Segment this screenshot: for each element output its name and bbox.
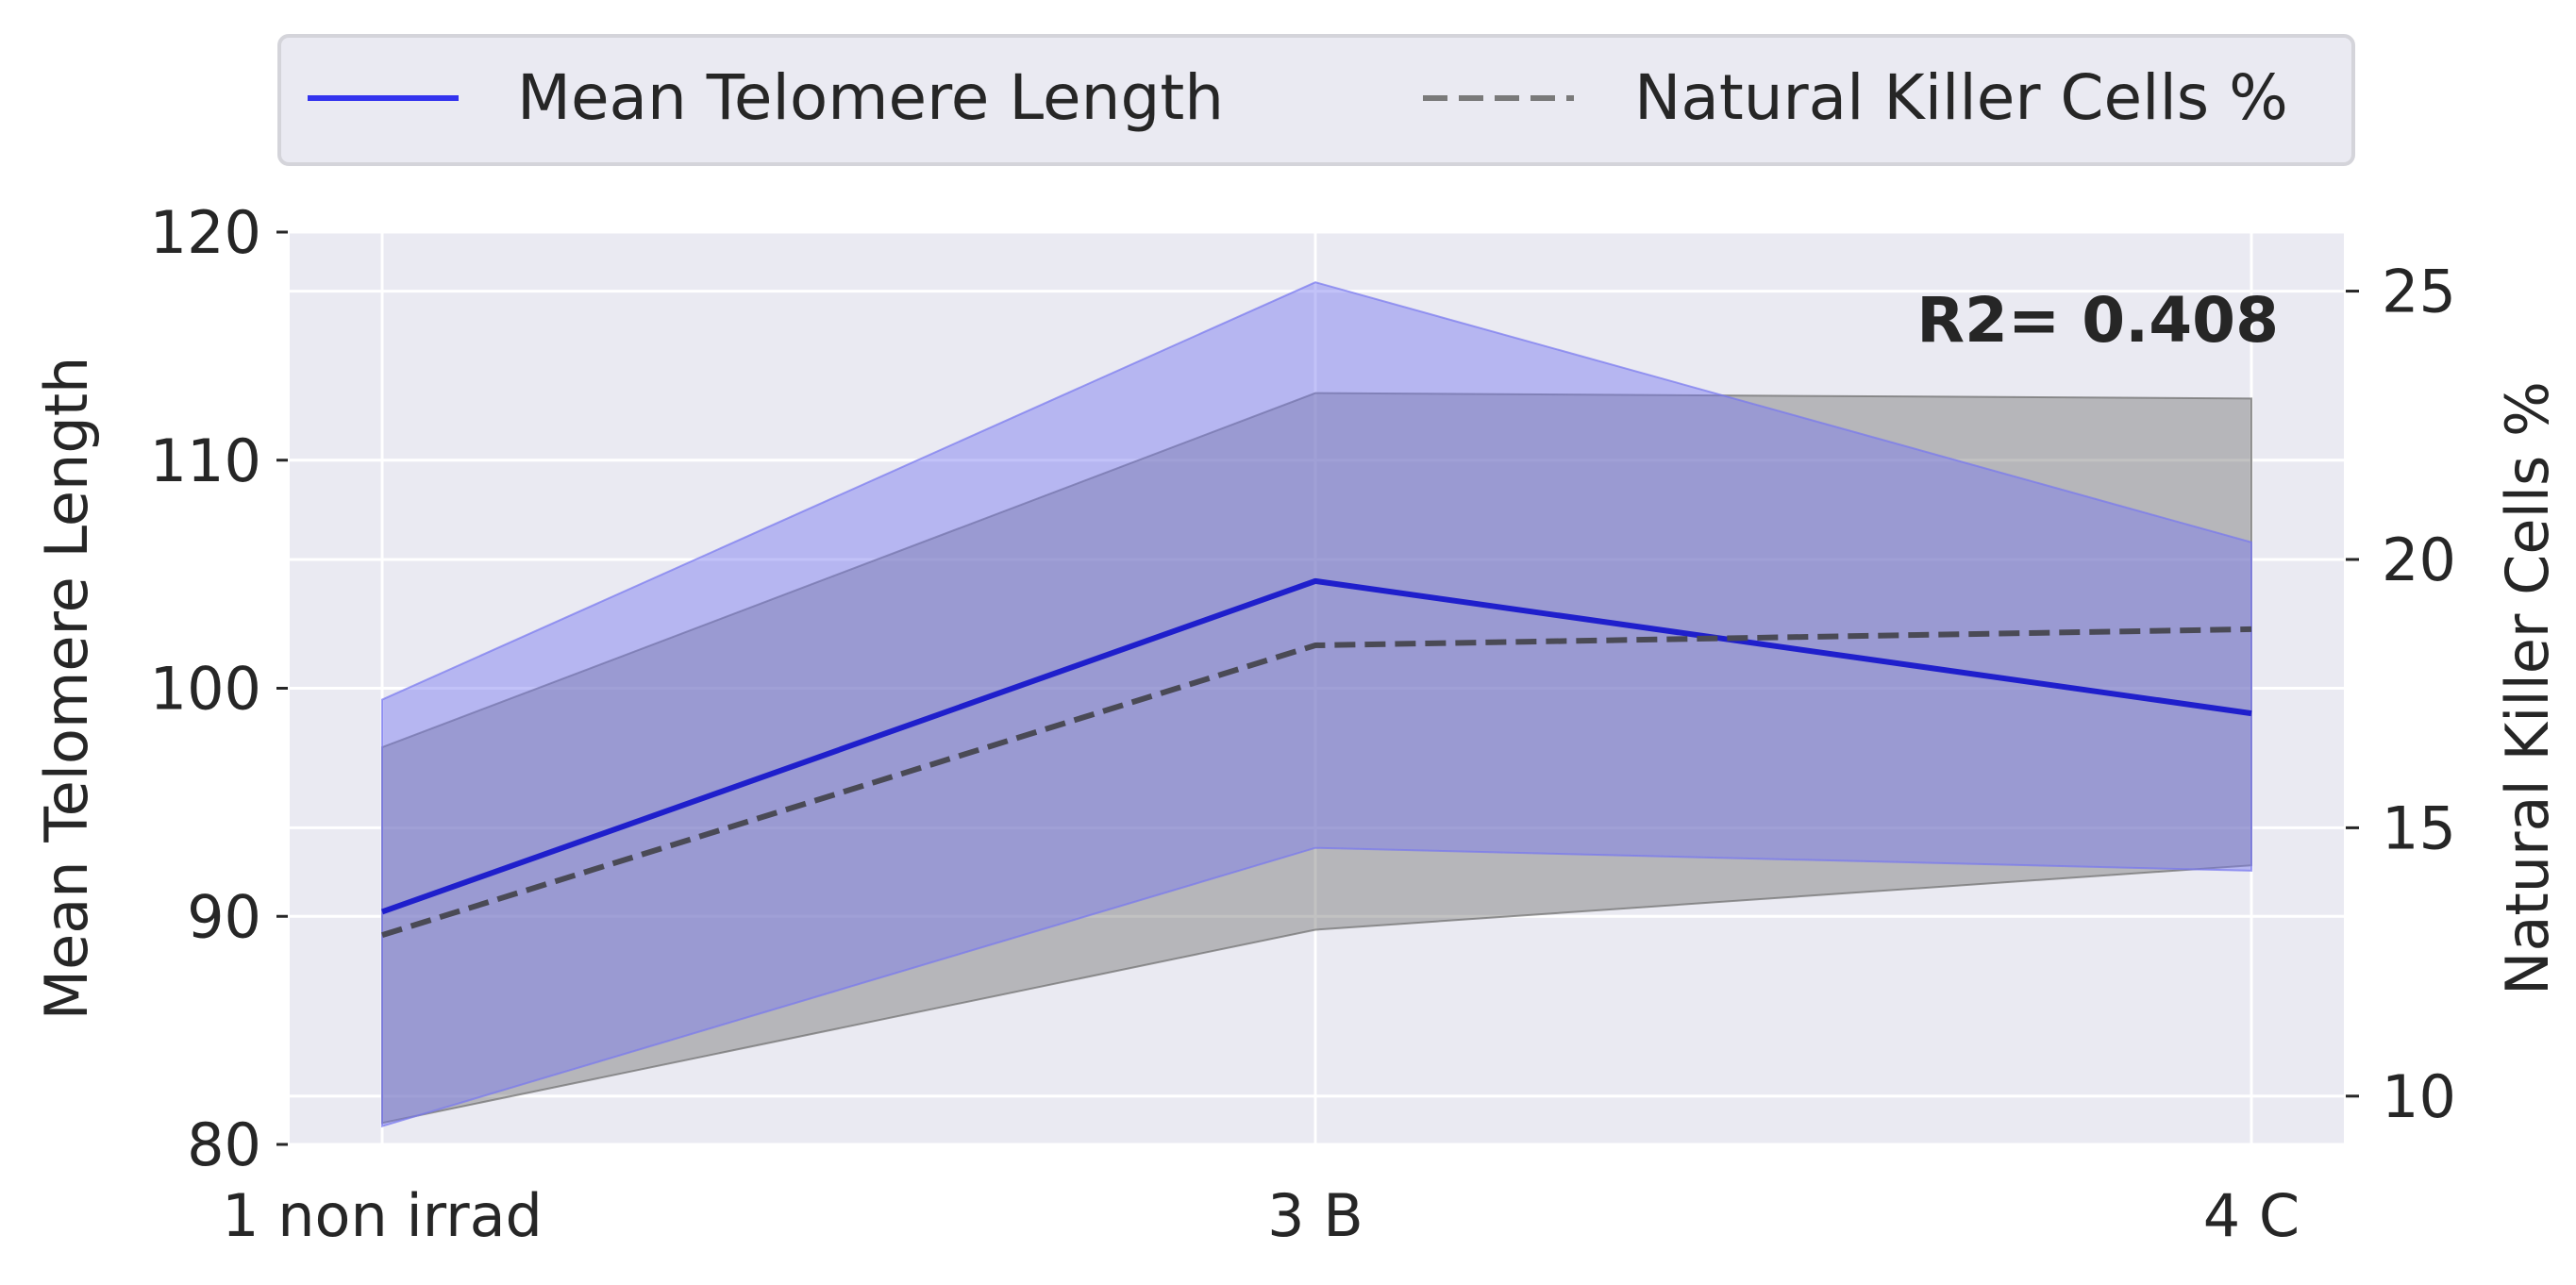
legend-label-natural-killer-cells: Natural Killer Cells %	[1634, 61, 2288, 134]
legend: Mean Telomere Length Natural Killer Cells…	[279, 36, 2353, 164]
r2-annotation: R2= 0.408	[1916, 284, 2279, 357]
left-tick-label: 120	[150, 198, 261, 267]
left-tick-label: 110	[150, 426, 261, 495]
x-tick-label: 1 non irrad	[222, 1181, 543, 1250]
x-tick-label: 3 B	[1267, 1181, 1363, 1250]
left-tick-label: 80	[187, 1110, 261, 1179]
right-tick-label: 20	[2382, 526, 2456, 594]
right-tick-label: 15	[2382, 793, 2456, 862]
y-axis-left-title: Mean Telomere Length	[32, 357, 101, 1021]
legend-label-mean-telomere-length: Mean Telomere Length	[517, 61, 1224, 134]
y-axis-right-title: Natural Killer Cells %	[2493, 381, 2562, 995]
plot-area	[290, 232, 2344, 1144]
left-tick-label: 100	[150, 655, 261, 724]
x-tick-label: 4 C	[2203, 1181, 2300, 1250]
right-tick-label: 10	[2382, 1062, 2456, 1131]
left-tick-label: 90	[187, 882, 261, 951]
right-tick-label: 25	[2382, 258, 2456, 326]
